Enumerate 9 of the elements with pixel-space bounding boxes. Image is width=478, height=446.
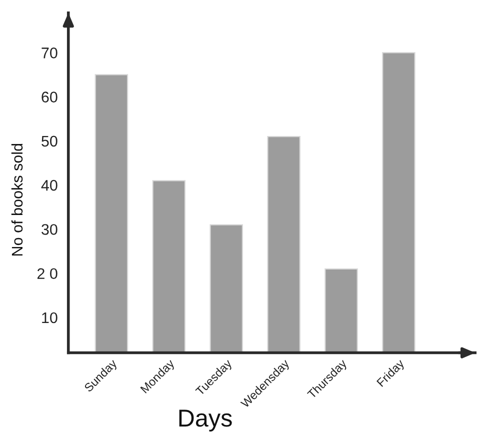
y-tick-label: 70: [42, 48, 58, 58]
y-tick-label: 10: [42, 312, 58, 324]
x-axis-title: Days: [179, 410, 232, 432]
y-tick-label: 30: [42, 224, 58, 235]
y-tick-label: 60: [42, 92, 58, 102]
y-tick-label: 2 0: [37, 268, 58, 280]
y-axis-title: No of books sold: [11, 144, 23, 256]
y-tick-label: 50: [42, 136, 58, 147]
y-tick-label: 40: [41, 180, 58, 191]
